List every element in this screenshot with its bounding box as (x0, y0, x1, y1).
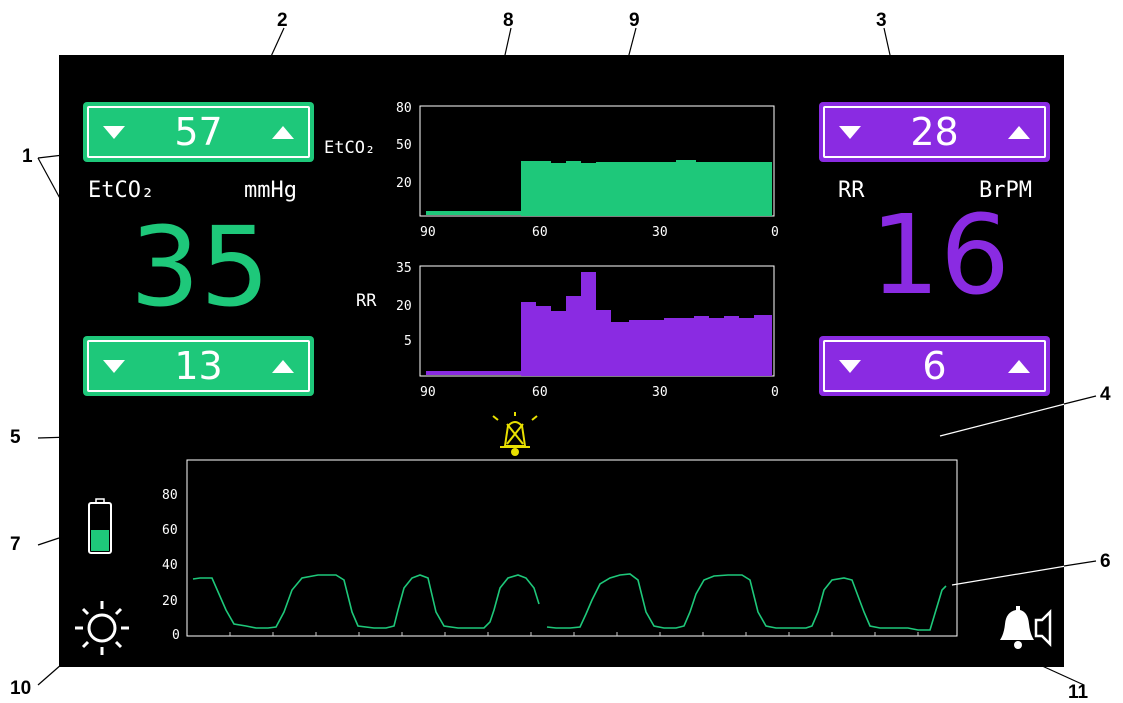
rr-lower-limit: 6 (922, 344, 947, 388)
rr-trend-xtick: 60 (532, 385, 548, 400)
rr-trend-ytick: 35 (396, 261, 412, 276)
callout-6: 6 (1100, 551, 1111, 572)
rr-trend-xtick: 90 (420, 385, 436, 400)
etco2-trend-bar (521, 161, 551, 216)
rr-upper-alarm[interactable]: 28 (819, 102, 1050, 162)
increase-icon[interactable] (271, 359, 294, 373)
callout-10: 10 (10, 678, 32, 699)
rr-trend-xtick: 0 (771, 385, 779, 400)
etco2-trend-bar (551, 163, 566, 216)
etco2-trend-ytick: 50 (396, 138, 412, 153)
rr-trend-bars (426, 272, 772, 376)
etco2-trend-bars (426, 160, 772, 216)
etco2-trend-baseline (426, 211, 521, 215)
alarm-volume-icon[interactable] (996, 600, 1058, 652)
rr-unit: BrPM (979, 178, 1032, 203)
rr-trend-bar (596, 310, 611, 376)
rr-trend-bar (581, 272, 596, 376)
etco2-trend-bar (566, 161, 581, 216)
waveform-ytick: 20 (162, 594, 178, 609)
callout-8: 8 (503, 10, 514, 31)
etco2-upper-limit: 57 (174, 110, 223, 154)
rr-trend-xtick: 30 (652, 385, 668, 400)
etco2-trend-bar (596, 162, 676, 216)
rr-trend-bar (536, 306, 551, 376)
etco2-upper-alarm[interactable]: 57 (83, 102, 314, 162)
rr-trend-bar (521, 302, 536, 376)
callout-2: 2 (277, 10, 288, 31)
rr-label: RR (838, 178, 865, 203)
waveform-trace (192, 574, 540, 629)
rr-trend-bar (629, 320, 664, 376)
etco2-trend-bar (581, 163, 596, 216)
callout-3: 3 (876, 10, 887, 31)
rr-trend-ytick: 5 (404, 334, 412, 349)
increase-icon[interactable] (1007, 125, 1030, 139)
rr-trend-baseline (426, 371, 521, 375)
rr-upper-limit: 28 (910, 110, 959, 154)
rr-trend-bar (611, 322, 629, 376)
waveform-ticks (229, 632, 919, 636)
callout-5: 5 (10, 427, 21, 448)
etco2-trend-xtick: 60 (532, 225, 548, 240)
battery-level (91, 530, 109, 551)
waveform-ytick: 60 (162, 523, 178, 538)
increase-icon[interactable] (1008, 359, 1030, 373)
decrease-icon[interactable] (839, 359, 861, 373)
waveform-trace (546, 573, 947, 631)
brightness-icon[interactable] (72, 598, 132, 658)
waveform-frame (186, 459, 958, 637)
alarm-silenced-icon[interactable] (490, 410, 540, 458)
rr-value: 16 (870, 191, 1010, 319)
callout-9: 9 (629, 10, 640, 31)
waveform-ytick: 80 (162, 488, 178, 503)
waveform-ytick: 40 (162, 558, 178, 573)
callout-11: 11 (1068, 682, 1089, 703)
etco2-trend-axis-label: EtCO₂ (324, 138, 375, 158)
rr-trend-ytick: 20 (396, 299, 412, 314)
etco2-trend-ytick: 80 (396, 101, 412, 116)
callout-1: 1 (22, 146, 33, 167)
rr-trend-bar (754, 315, 772, 376)
rr-trend-bar (566, 296, 581, 376)
callout-4: 4 (1100, 384, 1111, 405)
decrease-icon[interactable] (103, 125, 125, 139)
rr-trend-axis-label: RR (356, 291, 377, 311)
rr-trend-bar (709, 318, 724, 376)
waveform-ytick: 0 (172, 628, 180, 643)
etco2-lower-limit: 13 (174, 344, 223, 388)
rr-trend-bar (551, 311, 566, 376)
rr-trend-bar (739, 318, 754, 376)
etco2-trend-xtick: 30 (652, 225, 668, 240)
rr-trend-bar (724, 316, 739, 376)
etco2-trend-ytick: 20 (396, 176, 412, 191)
rr-trend-bar (694, 316, 709, 376)
etco2-trend-bar (696, 162, 772, 216)
etco2-label: EtCO₂ (88, 178, 155, 203)
decrease-icon[interactable] (103, 359, 125, 373)
decrease-icon[interactable] (839, 125, 861, 139)
rr-lower-alarm[interactable]: 6 (819, 336, 1050, 396)
rr-trend-bar (664, 318, 694, 376)
battery-icon (88, 498, 112, 554)
etco2-trend-bar (676, 160, 696, 216)
etco2-trend-xtick: 0 (771, 225, 779, 240)
increase-icon[interactable] (271, 125, 294, 139)
etco2-trend-xtick: 90 (420, 225, 436, 240)
etco2-lower-alarm[interactable]: 13 (83, 336, 314, 396)
etco2-value: 35 (130, 203, 270, 331)
callout-7: 7 (10, 534, 21, 555)
etco2-unit: mmHg (244, 178, 297, 203)
